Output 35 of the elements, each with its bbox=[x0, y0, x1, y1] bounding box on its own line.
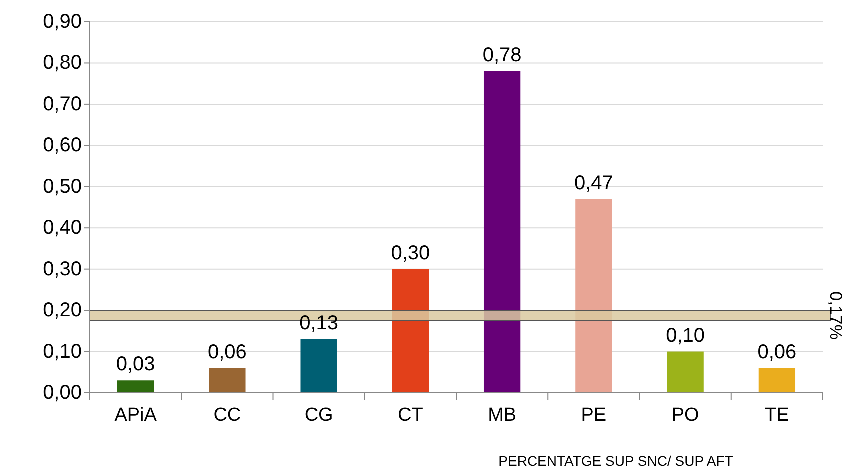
x-tick-label: CT bbox=[398, 405, 424, 426]
bar bbox=[300, 339, 338, 393]
y-tick-label: 0,10 bbox=[43, 340, 82, 363]
data-label: 0,06 bbox=[758, 341, 797, 364]
bar bbox=[484, 71, 521, 393]
y-tick-label: 0,70 bbox=[43, 93, 82, 116]
y-tick-label: 0,30 bbox=[43, 258, 82, 280]
y-tick-label: 0,40 bbox=[43, 217, 82, 240]
y-tick-label: 0,50 bbox=[43, 176, 82, 198]
bar bbox=[758, 368, 796, 393]
data-label: 0,47 bbox=[574, 172, 614, 194]
bar bbox=[576, 199, 612, 393]
x-tick-label: APiA bbox=[114, 405, 158, 426]
y-tick-label: 0,20 bbox=[43, 300, 82, 322]
data-label: 0,78 bbox=[482, 44, 522, 66]
y-tick-label: 0,80 bbox=[43, 52, 82, 74]
data-label: 0,03 bbox=[116, 354, 156, 376]
x-tick-label: CC bbox=[214, 405, 242, 426]
bar bbox=[392, 269, 430, 393]
band-label: 0,17% bbox=[826, 292, 846, 340]
x-tick-label: CG bbox=[304, 405, 334, 426]
x-axis-title: PERCENTATGE SUP SNC/ SUP AFT bbox=[498, 453, 734, 469]
data-label: 0,06 bbox=[208, 341, 247, 364]
bar bbox=[209, 368, 246, 393]
y-tick-label: 0,00 bbox=[43, 382, 82, 404]
x-tick-label: TE bbox=[765, 405, 790, 426]
x-tick-label: PO bbox=[672, 405, 700, 426]
bar bbox=[117, 380, 154, 393]
y-tick-label: 0,90 bbox=[43, 11, 82, 33]
x-tick-label: PE bbox=[581, 405, 607, 426]
data-label: 0,10 bbox=[666, 324, 706, 347]
y-tick-label: 0,60 bbox=[43, 134, 82, 157]
data-label: 0,30 bbox=[391, 242, 430, 264]
bar bbox=[667, 352, 704, 393]
x-tick-label: MB bbox=[488, 405, 517, 426]
